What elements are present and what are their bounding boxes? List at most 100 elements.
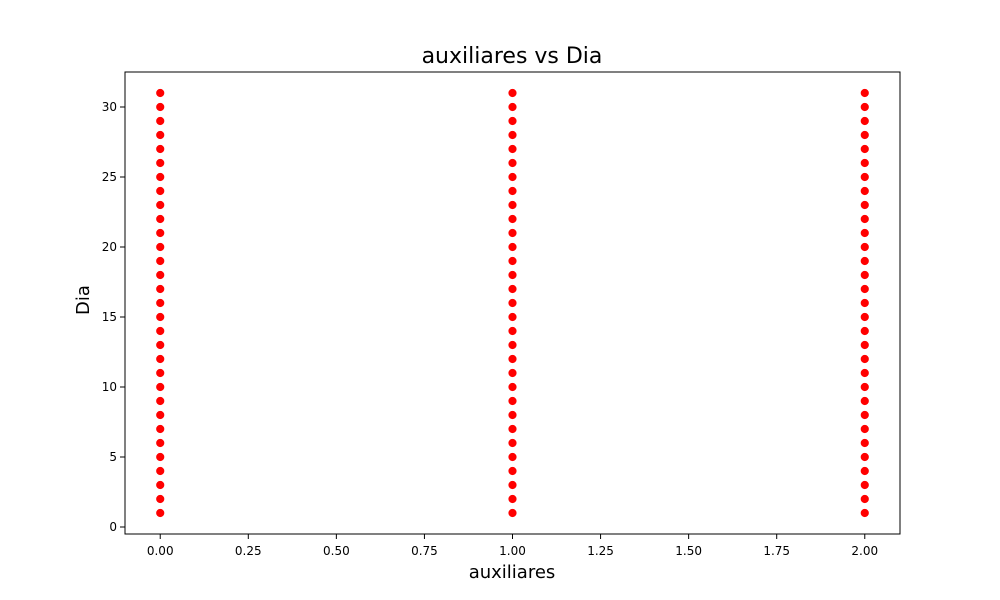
y-tick-label: 15 — [102, 310, 117, 324]
data-point — [155, 242, 166, 252]
data-point — [155, 368, 166, 378]
data-point — [507, 102, 518, 112]
data-point — [507, 172, 518, 182]
data-point — [155, 256, 166, 266]
data-point — [507, 466, 518, 476]
data-point — [507, 130, 518, 140]
y-tick-label: 20 — [102, 240, 117, 254]
data-point — [507, 270, 518, 280]
data-point — [507, 396, 518, 406]
data-point — [155, 508, 166, 518]
data-point — [859, 326, 870, 336]
data-point — [859, 116, 870, 126]
y-tick-label: 10 — [102, 380, 117, 394]
data-point — [859, 186, 870, 196]
data-point — [859, 228, 870, 238]
data-point — [155, 200, 166, 210]
data-point — [155, 186, 166, 196]
data-point — [859, 158, 870, 168]
y-tick-label: 0 — [109, 520, 117, 534]
data-point — [859, 466, 870, 476]
data-point — [155, 410, 166, 420]
data-point — [507, 340, 518, 350]
x-tick-label: 1.00 — [499, 544, 526, 558]
x-tick-label: 0.25 — [235, 544, 262, 558]
y-tick-label: 5 — [109, 450, 117, 464]
x-tick-label: 0.50 — [323, 544, 350, 558]
data-point — [155, 396, 166, 406]
data-point — [507, 452, 518, 462]
data-point — [155, 466, 166, 476]
data-point — [507, 326, 518, 336]
x-tick-label: 1.25 — [587, 544, 614, 558]
x-tick-label: 1.75 — [763, 544, 790, 558]
data-point — [859, 172, 870, 182]
data-point — [507, 480, 518, 490]
data-point — [859, 242, 870, 252]
y-tick-label: 25 — [102, 170, 117, 184]
data-point — [859, 354, 870, 364]
x-tick-label: 2.00 — [851, 544, 878, 558]
y-tick-label: 30 — [102, 100, 117, 114]
data-point — [507, 424, 518, 434]
data-point — [155, 284, 166, 294]
x-tick-label: 0.75 — [411, 544, 438, 558]
data-point — [155, 340, 166, 350]
data-point — [155, 102, 166, 112]
data-point — [507, 410, 518, 420]
data-point — [155, 494, 166, 504]
y-axis-label: Dia — [73, 285, 94, 315]
data-point — [859, 452, 870, 462]
data-point — [507, 144, 518, 154]
data-point — [859, 494, 870, 504]
data-point — [859, 200, 870, 210]
data-point — [155, 116, 166, 126]
data-point — [859, 508, 870, 518]
data-point — [155, 172, 166, 182]
data-point — [859, 130, 870, 140]
data-point — [507, 256, 518, 266]
data-point — [155, 354, 166, 364]
data-point — [155, 424, 166, 434]
data-point — [155, 270, 166, 280]
data-point — [859, 480, 870, 490]
data-point — [155, 298, 166, 308]
data-point — [859, 312, 870, 322]
data-point — [859, 382, 870, 392]
data-point — [155, 480, 166, 490]
x-tick-label: 1.50 — [675, 544, 702, 558]
data-point — [859, 256, 870, 266]
data-point — [507, 382, 518, 392]
data-point — [507, 312, 518, 322]
data-point — [507, 214, 518, 224]
data-point — [507, 368, 518, 378]
data-point — [507, 354, 518, 364]
x-axis-label: auxiliares — [469, 562, 556, 583]
data-point — [859, 340, 870, 350]
data-point — [859, 424, 870, 434]
data-point — [859, 102, 870, 112]
data-point — [507, 116, 518, 126]
data-point — [859, 284, 870, 294]
data-point — [507, 186, 518, 196]
data-point — [155, 130, 166, 140]
data-point — [859, 410, 870, 420]
data-point — [859, 214, 870, 224]
data-point — [859, 144, 870, 154]
data-point — [155, 326, 166, 336]
data-point — [507, 298, 518, 308]
data-point — [507, 242, 518, 252]
data-point — [155, 438, 166, 448]
data-point — [507, 88, 518, 98]
data-point — [507, 494, 518, 504]
chart-title: auxiliares vs Dia — [422, 44, 603, 69]
data-point — [507, 438, 518, 448]
x-tick-label: 0.00 — [147, 544, 174, 558]
data-point — [507, 158, 518, 168]
data-point — [155, 144, 166, 154]
data-point — [155, 88, 166, 98]
data-point — [859, 438, 870, 448]
data-point — [155, 452, 166, 462]
